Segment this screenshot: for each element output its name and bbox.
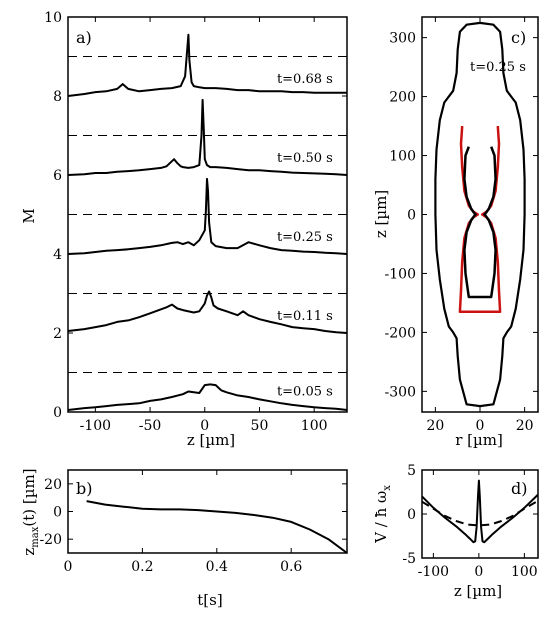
panel-a-ytick-label: 0 (53, 405, 62, 421)
panel-b-xtick-label: 0.6 (280, 559, 302, 575)
panel-c-frame (421, 16, 539, 413)
panel-c-xtick-label: 20 (426, 418, 444, 434)
panel-a-xtick-label: 50 (251, 418, 269, 434)
panel-c-ylabel: z [µm] (372, 190, 390, 238)
series-label: t=0.50 s (277, 151, 333, 166)
panel-a-xtick-label: 0 (200, 418, 209, 434)
potential-solid-line (421, 479, 539, 544)
panel-d-ticks: -100 0 100 -5 0 5 (402, 463, 538, 580)
panel-c-label: c) (511, 28, 526, 47)
panel-d-label: d) (511, 479, 527, 498)
panel-a-ytick-label: 8 (53, 89, 62, 105)
panel-d-ylabel-main: V / ħ ω (372, 491, 390, 544)
panel-d-ytick-label: -5 (402, 551, 416, 567)
panel-b-ylabel-rest: (t) [µm] (20, 468, 38, 526)
panel-c-ytick-label: -200 (385, 325, 416, 341)
series-label: t=0.05 s (277, 384, 333, 399)
panel-d-xtick-label: 0 (474, 564, 483, 580)
series-line (67, 383, 348, 411)
series-line (67, 33, 347, 97)
panel-d-xtick-label: 100 (511, 564, 538, 580)
panel-b-ylabel-sub: max (30, 526, 41, 547)
panel-b-label: b) (76, 479, 92, 498)
panel-b-xtick-label: 0 (64, 559, 73, 575)
panel-d-curves (421, 479, 539, 544)
panel-c-curves (434, 21, 526, 408)
panel-c-ytick-label: -300 (385, 384, 416, 400)
panel-c-ytick-label: 0 (407, 208, 416, 224)
panel-a-ticks: -100 -50 0 50 100 0 2 4 6 8 10 (44, 10, 347, 434)
panel-a-ytick-label: 2 (53, 326, 62, 342)
panel-d-ylabel: V / ħ ωx (372, 485, 393, 544)
panel-c-xlabel: r [µm] (455, 431, 503, 449)
panel-a-label: a) (76, 28, 92, 47)
panel-b-curves (86, 500, 348, 554)
series-line (67, 98, 348, 176)
panel-d-xlabel: z [µm] (454, 582, 502, 600)
panel-d-ylabel-sub: x (382, 485, 393, 491)
panel-b-xtick-label: 0.2 (131, 559, 153, 575)
panel-b-ylabel-main: z (20, 548, 38, 556)
panel-c-ytick-label: 300 (389, 31, 416, 47)
panel-a-ytick-label: 10 (44, 10, 62, 26)
panel-b-ytick-label: 0 (53, 505, 62, 521)
panel-a-reference-lines (68, 56, 347, 373)
panel-b-ytick-label: -20 (39, 532, 62, 548)
panel-a-curves (67, 33, 348, 411)
panel-c-ytick-label: -100 (385, 266, 416, 282)
panel-a-xtick-label: -50 (139, 418, 162, 434)
panel-c-xtick-label: 0 (476, 418, 485, 434)
panel-c-xtick-label: 20 (516, 418, 534, 434)
series-line (67, 177, 348, 255)
panel-a-xtick-label: 100 (301, 418, 328, 434)
panel-b-xtick-label: 0.4 (206, 559, 228, 575)
panel-d: -100 0 100 -5 0 5 d) V / ħ ωx z [µm] (372, 463, 539, 600)
panel-c-annotation: t=0.25 s (470, 60, 526, 75)
panel-d-ytick-label: 0 (407, 507, 416, 523)
panel-a-ylabel: M (20, 208, 38, 223)
series-line (67, 290, 348, 334)
panel-c-ytick-label: 100 (389, 149, 416, 165)
panel-a-ytick-label: 4 (53, 247, 62, 263)
zmax-line (86, 500, 348, 554)
panel-d-xtick-label: -100 (418, 564, 449, 580)
panel-b-xlabel: t[s] (197, 591, 222, 609)
panel-d-ytick-label: 5 (407, 463, 416, 479)
outer-boundary-line (434, 21, 526, 408)
panel-a-curve-labels: t=0.05 s t=0.11 s t=0.25 s t=0.50 s t=0.68 s (277, 72, 333, 399)
inner-black-line (463, 146, 497, 299)
panel-a-xlabel: z [µm] (187, 431, 235, 449)
panel-b-ylabel: zmax(t) [µm] (20, 468, 41, 555)
panel-a-ytick-label: 6 (53, 168, 62, 184)
panel-c-ytick-label: 200 (389, 90, 416, 106)
series-label: t=0.68 s (277, 72, 333, 87)
panel-b-ytick-label: 20 (44, 477, 62, 493)
series-label: t=0.11 s (277, 309, 333, 324)
series-label: t=0.25 s (277, 230, 333, 245)
panel-a-xtick-label: -100 (80, 418, 111, 434)
